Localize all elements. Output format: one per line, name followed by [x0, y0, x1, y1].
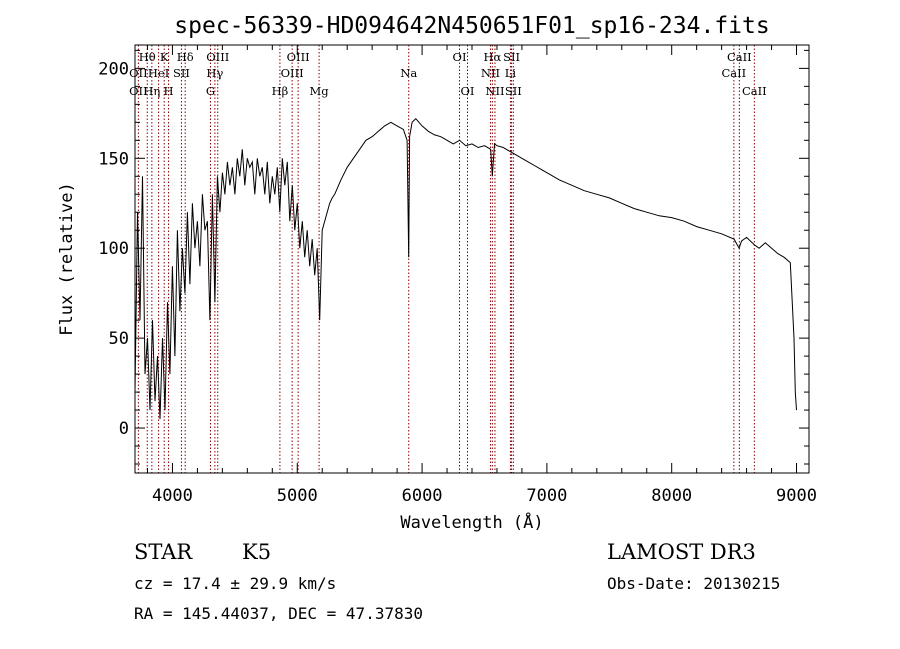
y-tick-label: 100 — [98, 239, 129, 259]
y-tick-label: 0 — [119, 419, 129, 439]
y-tick-label: 150 — [98, 149, 129, 169]
object-subclass: K5 — [242, 540, 272, 564]
redshift-cz: cz = 17.4 ± 29.9 km/s — [134, 574, 337, 593]
plot-frame — [134, 44, 810, 474]
spectral-line-label: SII — [173, 66, 190, 80]
y-axis-label: Flux (relative) — [57, 182, 77, 336]
spectrum-line — [134, 117, 797, 420]
x-tick-label: 4000 — [152, 486, 193, 506]
observation-date: Obs-Date: 20130215 — [607, 574, 781, 593]
spectral-line-label: G — [206, 84, 215, 98]
spectral-line-label: OII — [129, 84, 148, 98]
spectral-line-label: OI — [461, 84, 475, 98]
spectral-line-labels: OII OII Hθ Hη HeI K H SII Hδ OIII Hγ G Hβ OIII OIII Mg N… — [129, 50, 767, 98]
x-tick-label: 9000 — [776, 486, 817, 506]
spectral-lines — [137, 45, 755, 473]
spectral-line-label: SII — [505, 84, 522, 98]
x-tick-label: 8000 — [651, 486, 692, 506]
x-tick-label: 6000 — [402, 486, 443, 506]
x-axis-label: Wavelength (Å) — [400, 511, 543, 533]
spectral-line-label: OIII — [281, 66, 304, 80]
object-type: STAR — [134, 540, 193, 564]
chart-title: spec-56339-HD094642N450651F01_sp16-234.f… — [174, 13, 769, 39]
spectral-line-label: HeI — [148, 66, 169, 80]
spectral-line-label: NII — [481, 66, 500, 80]
coordinates: RA = 145.44037, DEC = 47.37830 — [134, 604, 423, 623]
spectral-line-label: CaII — [742, 84, 767, 98]
spectral-line-label: Hθ — [139, 50, 156, 64]
spectral-line-label: Na — [400, 66, 417, 80]
y-ticks: 0 50 100 150 200 — [98, 49, 809, 465]
spectral-line-label: Hη — [143, 84, 160, 98]
spectral-line-label: Hα — [483, 50, 501, 64]
spectral-line-label: Hδ — [177, 50, 194, 64]
spectral-line-label: OIII — [206, 50, 229, 64]
x-ticks: 4000 5000 6000 7000 8000 9000 — [146, 45, 817, 506]
spectral-line-label: Hβ — [272, 84, 289, 98]
spectral-line-label: OIII — [287, 50, 310, 64]
spectral-line-label: H — [164, 84, 174, 98]
x-tick-label: 7000 — [526, 486, 567, 506]
x-tick-label: 5000 — [277, 486, 318, 506]
spectral-line-label: K — [160, 50, 169, 64]
y-tick-label: 200 — [98, 59, 129, 79]
spectral-line-label: SII — [503, 50, 520, 64]
spectral-line-label: OI — [453, 50, 467, 64]
spectral-line-label: Mg — [310, 84, 330, 98]
y-tick-label: 50 — [109, 329, 129, 349]
spectral-line-label: OII — [129, 66, 148, 80]
survey-name: LAMOST DR3 — [607, 540, 756, 564]
spectral-line-label: CaII — [721, 66, 746, 80]
spectral-line-label: Li — [505, 66, 517, 80]
spectral-line-label: Hγ — [206, 66, 223, 80]
spectral-line-label: CaII — [727, 50, 752, 64]
spectral-line-label: NII — [485, 84, 504, 98]
